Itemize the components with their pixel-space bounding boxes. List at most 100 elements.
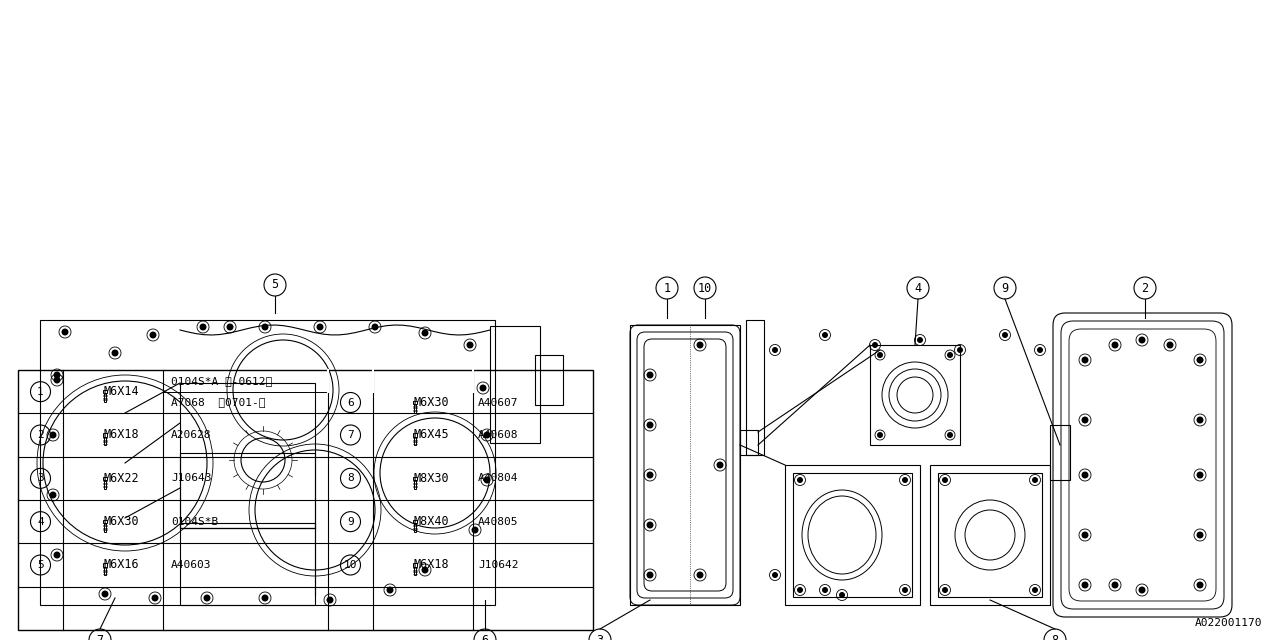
Bar: [630, 325, 740, 605]
Text: M6X30: M6X30: [413, 396, 449, 409]
Circle shape: [1111, 342, 1119, 349]
Circle shape: [947, 432, 954, 438]
Circle shape: [227, 323, 233, 330]
Circle shape: [1197, 582, 1203, 589]
Text: 3: 3: [596, 634, 604, 640]
Circle shape: [1166, 342, 1174, 349]
Circle shape: [646, 422, 654, 429]
Bar: [180, 453, 315, 528]
Bar: [104, 480, 106, 488]
Circle shape: [838, 592, 845, 598]
Text: 6: 6: [481, 634, 489, 640]
Text: 5: 5: [271, 278, 279, 291]
Bar: [102, 390, 108, 394]
Circle shape: [204, 595, 210, 602]
Text: M6X14: M6X14: [104, 385, 138, 398]
Circle shape: [957, 347, 963, 353]
Text: 4: 4: [37, 516, 44, 527]
Circle shape: [797, 477, 803, 483]
Text: M8X30: M8X30: [413, 472, 449, 485]
Circle shape: [316, 323, 324, 330]
Bar: [413, 524, 416, 532]
Bar: [870, 345, 960, 445]
Text: A20628: A20628: [172, 430, 211, 440]
Circle shape: [947, 352, 954, 358]
Text: 6: 6: [347, 397, 353, 408]
Circle shape: [371, 323, 379, 330]
Text: M6X45: M6X45: [413, 429, 449, 442]
Circle shape: [877, 432, 883, 438]
Circle shape: [646, 472, 654, 479]
Text: 5: 5: [37, 560, 44, 570]
Circle shape: [101, 591, 109, 598]
Bar: [413, 436, 416, 445]
Bar: [746, 320, 764, 455]
Text: M6X18: M6X18: [104, 429, 138, 442]
Bar: [794, 473, 911, 597]
Bar: [412, 401, 417, 404]
Circle shape: [1197, 356, 1203, 364]
Text: A40607: A40607: [477, 397, 518, 408]
Text: A7068  ＜0701-＞: A7068 ＜0701-＞: [172, 397, 265, 408]
Circle shape: [1082, 417, 1088, 424]
Circle shape: [1032, 587, 1038, 593]
Text: 10: 10: [344, 560, 357, 570]
Circle shape: [54, 376, 60, 383]
Bar: [102, 477, 108, 480]
Circle shape: [646, 572, 654, 579]
Text: M8X40: M8X40: [413, 515, 449, 528]
Circle shape: [717, 461, 723, 468]
Bar: [413, 480, 416, 488]
Text: A40804: A40804: [477, 474, 518, 483]
Text: 2: 2: [37, 430, 44, 440]
Bar: [785, 465, 920, 605]
Circle shape: [484, 431, 490, 438]
Circle shape: [646, 522, 654, 529]
Circle shape: [484, 477, 490, 483]
Bar: [412, 520, 417, 524]
Circle shape: [50, 492, 56, 499]
Bar: [102, 520, 108, 524]
Text: M6X22: M6X22: [104, 472, 138, 485]
Text: M6X30: M6X30: [104, 515, 138, 528]
Circle shape: [1197, 417, 1203, 424]
Text: 7: 7: [347, 430, 353, 440]
Bar: [1050, 425, 1070, 480]
Circle shape: [1082, 356, 1088, 364]
Circle shape: [1111, 582, 1119, 589]
Bar: [490, 326, 540, 443]
Text: 1: 1: [663, 282, 671, 294]
Circle shape: [421, 330, 429, 337]
Text: 1: 1: [37, 387, 44, 397]
Text: 8: 8: [1051, 634, 1059, 640]
Text: 8: 8: [347, 474, 353, 483]
Text: 9: 9: [347, 516, 353, 527]
Text: 7: 7: [96, 634, 104, 640]
Text: J10643: J10643: [172, 474, 211, 483]
Text: A40603: A40603: [172, 560, 211, 570]
Text: A022001170: A022001170: [1194, 618, 1262, 628]
Bar: [102, 563, 108, 566]
Circle shape: [1032, 477, 1038, 483]
Circle shape: [797, 587, 803, 593]
Circle shape: [326, 596, 334, 604]
Bar: [104, 524, 106, 532]
Bar: [180, 523, 315, 605]
Bar: [931, 465, 1050, 605]
Circle shape: [111, 349, 119, 356]
Text: 3: 3: [37, 474, 44, 483]
Circle shape: [50, 431, 56, 438]
Circle shape: [1138, 337, 1146, 344]
Bar: [740, 430, 758, 455]
Circle shape: [696, 342, 704, 349]
Circle shape: [902, 587, 908, 593]
Bar: [18, 370, 593, 630]
Circle shape: [822, 332, 828, 338]
Circle shape: [480, 385, 486, 392]
Circle shape: [1197, 472, 1203, 479]
Circle shape: [200, 323, 206, 330]
Circle shape: [1138, 586, 1146, 593]
Circle shape: [916, 337, 923, 343]
Text: J10642: J10642: [477, 560, 518, 570]
Text: 4: 4: [914, 282, 922, 294]
